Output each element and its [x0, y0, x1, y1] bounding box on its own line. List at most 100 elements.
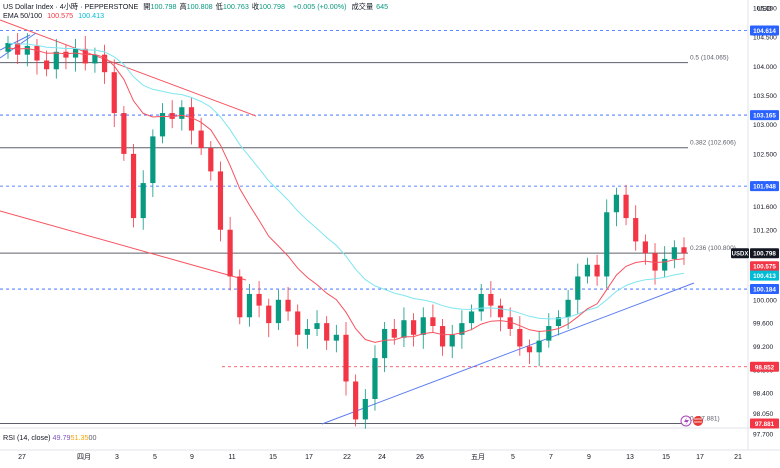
ohlc-value: 100.798	[259, 2, 286, 11]
fib-label: 0 (97.881)	[690, 415, 720, 422]
candle-body	[662, 258, 668, 271]
x-tick-label: 11	[228, 454, 235, 461]
candle-body	[372, 358, 378, 399]
volume-label: 成交量	[351, 2, 374, 11]
rsi-value: 51.35	[70, 433, 89, 442]
candle-body	[159, 113, 166, 137]
candle-body	[208, 148, 214, 172]
y-tick-label: 98.400	[753, 391, 774, 398]
candle-body	[594, 264, 600, 277]
price-tag-bg	[750, 361, 779, 372]
candle-body	[604, 212, 610, 277]
candle-body	[53, 51, 59, 70]
y-tick-label: 99.600	[753, 321, 774, 328]
candle-body	[169, 113, 175, 119]
candle-body	[401, 320, 407, 338]
symbol-tag-label: USDX	[732, 252, 749, 258]
y-tick-label: 100.000	[753, 297, 777, 304]
fib-label: 0.382 (102.606)	[690, 140, 736, 147]
fib-label: 0.236 (100.800)	[690, 245, 736, 252]
symbol-title[interactable]: US Dollar Index · 4小時 · PEPPERSTONE	[3, 2, 139, 11]
candle-body	[517, 328, 523, 347]
price-tag-bg	[750, 261, 779, 272]
x-tick-label: 17	[305, 454, 313, 461]
ema-row: EMA 50/100 100.575 100.413	[3, 11, 391, 20]
x-tick-label: 27	[18, 454, 26, 461]
chart-header: US Dollar Index · 4小時 · PEPPERSTONE 開100…	[3, 2, 391, 20]
candle-body	[179, 107, 185, 119]
candle-body	[130, 153, 137, 219]
volume-value: 645	[376, 2, 389, 11]
y-tick-label: 101.200	[753, 227, 777, 234]
price-tag-label: 100.798	[753, 251, 776, 258]
ohlc-value: 100.808	[186, 2, 213, 11]
candle-body	[256, 293, 262, 306]
candle-body	[546, 326, 552, 341]
candle-body	[217, 171, 224, 230]
candle-body	[613, 194, 619, 213]
channel-lower-line	[0, 210, 247, 281]
price-tag-bg	[750, 248, 779, 259]
ema50-value: 100.575	[47, 11, 74, 20]
candle-body	[63, 51, 69, 58]
candle-body	[246, 293, 253, 318]
candle-body	[111, 72, 117, 114]
candle-body	[353, 381, 359, 420]
price-tag-label: 97.881	[755, 421, 775, 428]
candle-body	[198, 130, 204, 149]
y-tick-label: 103.500	[753, 93, 777, 100]
currency-label: USD	[757, 6, 772, 13]
price-tag-bg	[750, 25, 779, 36]
y-tick-label: 102.500	[753, 151, 777, 158]
candle-body	[671, 247, 677, 259]
change-value: +0.005 (+0.00%)	[293, 2, 347, 11]
rsi-label[interactable]: RSI (14, close)	[3, 433, 51, 442]
ohlc-values: 開100.798 高100.808 低100.763 收100.798	[143, 2, 288, 11]
candle-body	[507, 317, 513, 329]
x-tick-label: 15	[662, 454, 670, 461]
ohlc-value: 100.763	[222, 2, 249, 11]
x-tick-label: 13	[626, 454, 634, 461]
candle-body	[411, 320, 417, 335]
candle-body	[681, 247, 687, 254]
left-trend-line-2	[0, 34, 31, 51]
price-tag-label: 100.413	[753, 273, 776, 280]
ema-label[interactable]: EMA 50/100	[3, 11, 43, 20]
candle-body	[285, 299, 291, 312]
candle-body	[468, 311, 475, 324]
candle-body	[642, 241, 648, 254]
candle-body	[362, 398, 368, 420]
y-tick-label: 104.000	[753, 64, 777, 71]
ema50-line	[7, 47, 685, 343]
x-tick-label: 四月	[77, 453, 91, 461]
candle-body	[343, 334, 349, 382]
price-tag-bg	[750, 270, 779, 281]
candle-body	[266, 305, 272, 324]
x-tick-label: 5	[511, 454, 515, 461]
candle-body	[237, 276, 243, 318]
x-tick-label: 5	[153, 454, 157, 461]
price-tag-label: 104.614	[753, 28, 776, 35]
y-tick-label: 105.000	[753, 6, 777, 13]
y-tick-label: 98.050	[753, 411, 774, 418]
ema100-line	[7, 42, 685, 320]
rsi-value: 0	[88, 433, 93, 442]
candle-body	[34, 45, 40, 61]
candle-body	[150, 136, 156, 184]
candle-body	[5, 43, 11, 52]
candle-body	[24, 45, 30, 55]
candle-body	[584, 264, 591, 277]
ohlc-label: 低	[215, 2, 223, 11]
ema100-value: 100.413	[78, 11, 105, 20]
ascending-trend-line	[321, 282, 695, 425]
x-tick-label: 22	[343, 454, 351, 461]
candle-body	[633, 218, 639, 242]
price-tag-label: 103.165	[753, 113, 776, 120]
candle-body	[121, 113, 127, 154]
y-tick-label: 103.000	[753, 122, 777, 129]
flag-event-icon	[693, 416, 703, 426]
candle-body	[459, 323, 465, 335]
rsi-value: 49.79	[52, 433, 71, 442]
